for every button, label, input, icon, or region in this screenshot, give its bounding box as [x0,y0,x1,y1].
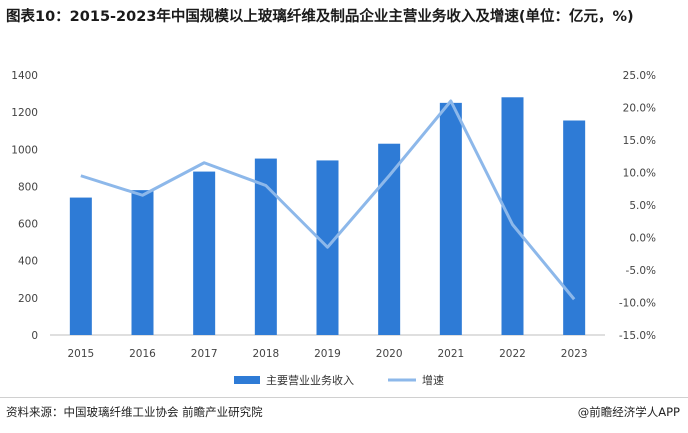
bar [563,120,586,335]
left-tick-label: 1200 [11,107,38,119]
left-axis: 0 200 400 600 800 1000 1200 1400 [11,70,38,342]
left-tick-label: 1000 [11,144,38,156]
legend: 主要营业业务收入 增速 [234,373,444,387]
bar [254,158,277,335]
right-tick-label: 0.0% [629,233,656,245]
left-tick-label: 400 [18,256,38,268]
legend-bar-label: 主要营业业务收入 [266,373,354,387]
right-tick-label: 20.0% [623,103,656,115]
footer-divider [0,397,688,398]
left-tick-label: 600 [18,219,38,231]
bar-series [69,97,586,336]
credit-note: @前瞻经济学人APP [577,405,680,419]
right-tick-label: 25.0% [623,70,656,82]
right-tick-label: 15.0% [623,135,656,147]
right-axis: -15.0% -10.0% -5.0% 0.0% 5.0% 10.0% 15.0% 20.0%… [619,70,656,342]
growth-line [80,99,576,301]
right-tick-label: 10.0% [623,168,656,180]
left-tick-label: 200 [18,293,38,305]
source-note: 资料来源：中国玻璃纤维工业协会 前瞻产业研究院 [6,405,263,419]
right-tick-label: -15.0% [619,330,656,342]
legend-line-label: 增速 [422,373,444,387]
x-axis-labels: 2015 2016 2017 2018 2019 2020 2021 2022 2023 [67,348,587,360]
x-tick-label: 2017 [191,348,218,360]
x-tick-label: 2021 [437,348,464,360]
left-tick-label: 1400 [11,70,38,82]
bar [193,171,216,335]
x-tick-label: 2019 [314,348,341,360]
bar [439,102,462,335]
chart: 0 200 400 600 800 1000 1200 1400 -15.0% -10.0% -5… [11,70,656,387]
x-tick-label: 2018 [252,348,279,360]
bar [378,143,401,335]
left-tick-label: 0 [31,330,38,342]
x-tick-label: 2023 [561,348,588,360]
x-tick-label: 2015 [67,348,94,360]
bar [131,190,154,335]
bar [69,197,92,335]
x-tick-label: 2016 [129,348,156,360]
x-tick-label: 2022 [499,348,526,360]
chart-title: 图表10：2015-2023年中国规模以上玻璃纤维及制品企业主营业务收入及增速(… [6,9,634,25]
x-tick-label: 2020 [376,348,403,360]
legend-bar-swatch [234,376,260,384]
left-tick-label: 800 [18,181,38,193]
right-tick-label: 5.0% [629,200,656,212]
bar [501,97,524,336]
right-tick-label: -10.0% [619,298,656,310]
right-tick-label: -5.0% [626,265,656,277]
